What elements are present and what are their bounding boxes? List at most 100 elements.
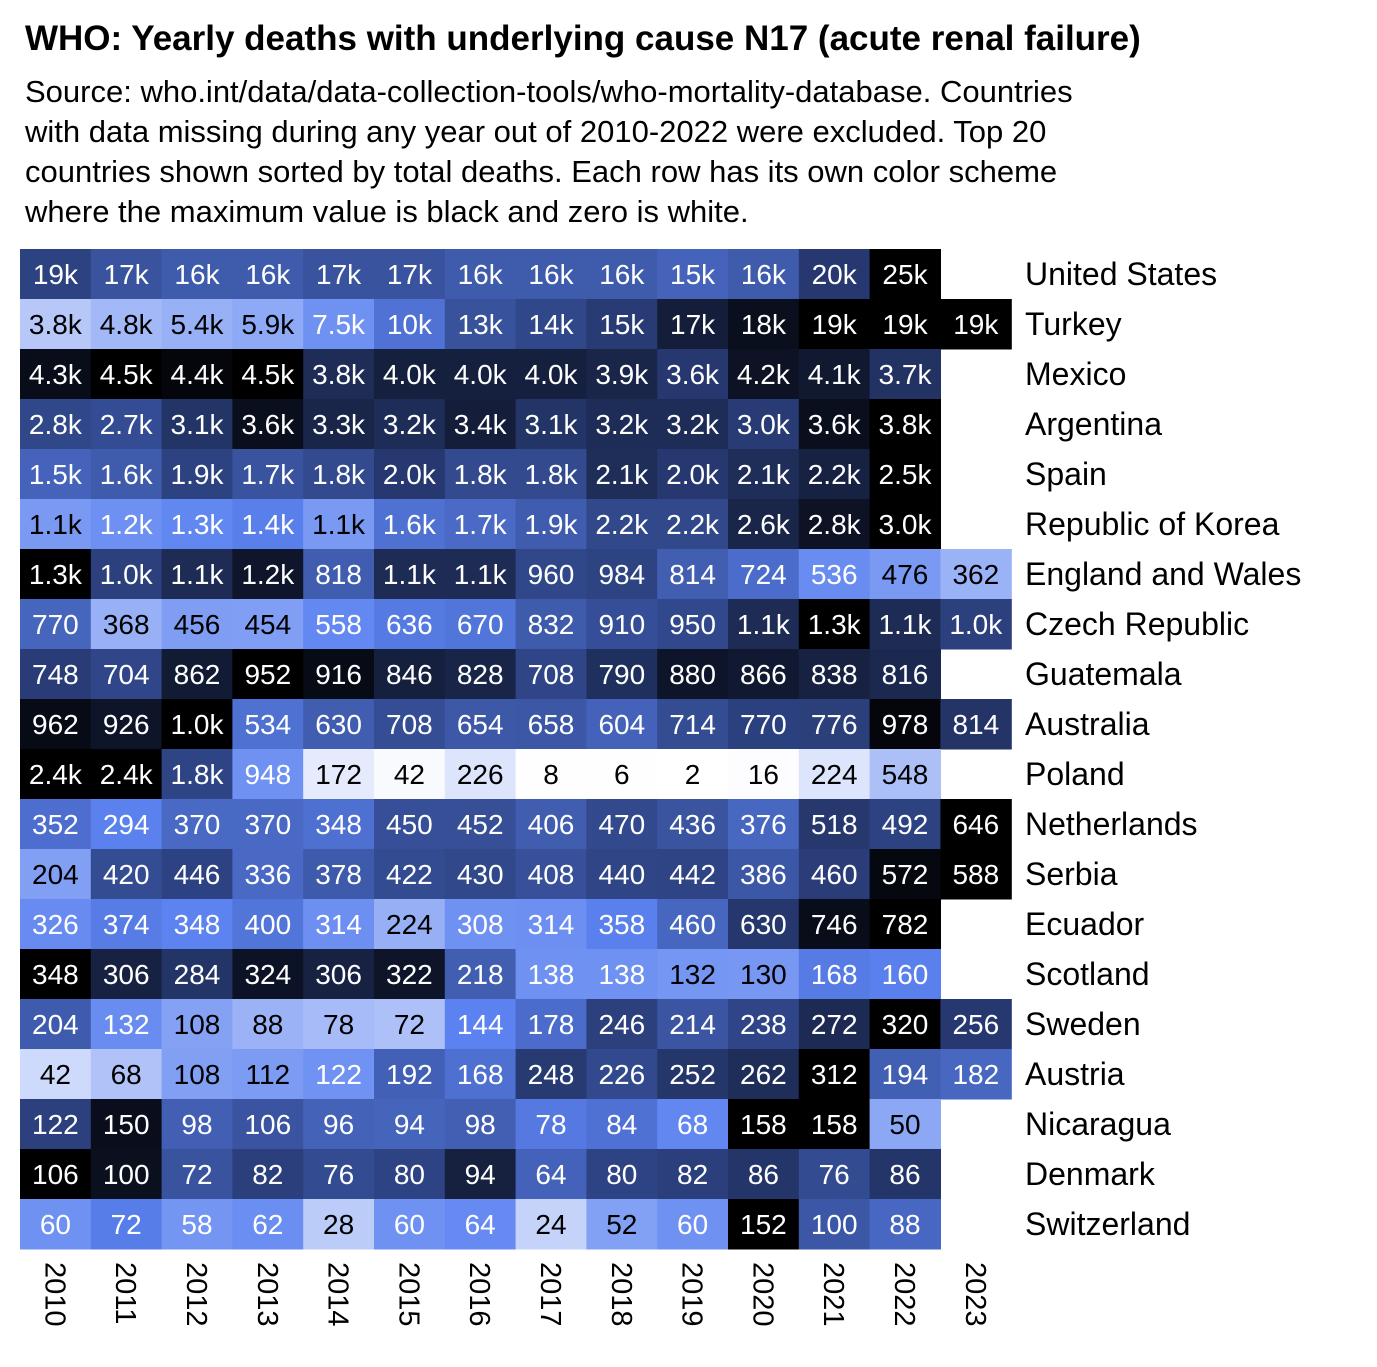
heatmap-cell	[869, 1149, 941, 1200]
row-label-country: Denmark	[1025, 1156, 1156, 1192]
cell-value-label: 218	[457, 959, 504, 990]
heatmap-cell	[161, 349, 233, 400]
heatmap-cell	[657, 249, 729, 300]
heatmap-cell	[232, 549, 304, 600]
cell-value-label: 320	[882, 1009, 929, 1040]
heatmap-cell	[728, 1099, 800, 1150]
row-label-country: Scotland	[1025, 956, 1150, 992]
cell-value-label: 746	[811, 909, 858, 940]
cell-value-label: 19k	[812, 309, 858, 340]
chart-title: WHO: Yearly deaths with underlying cause…	[25, 19, 1141, 58]
heatmap-cell	[20, 999, 92, 1050]
heatmap-cell	[232, 949, 304, 1000]
cell-value-label: 20k	[812, 259, 858, 290]
cell-value-label: 182	[952, 1059, 999, 1090]
cell-value-label: 106	[244, 1109, 291, 1140]
heatmap-cell	[303, 1199, 375, 1250]
row-label-country: Australia	[1025, 706, 1150, 742]
cell-value-label: 58	[181, 1209, 212, 1240]
heatmap-cell	[728, 899, 800, 950]
heatmap-cell	[515, 1149, 587, 1200]
heatmap-cell	[161, 849, 233, 900]
cell-value-label: 1.8k	[171, 759, 225, 790]
cell-value-label: 306	[315, 959, 362, 990]
cell-value-label: 13k	[458, 309, 504, 340]
heatmap-cell	[515, 299, 587, 350]
heatmap-cell	[869, 899, 941, 950]
cell-value-label: 168	[811, 959, 858, 990]
heatmap-cell	[657, 299, 729, 350]
cell-value-label: 4.2k	[737, 359, 791, 390]
cell-value-label: 2.2k	[666, 509, 720, 540]
cell-value-label: 518	[811, 809, 858, 840]
heatmap-cell	[374, 549, 446, 600]
cell-value-label: 630	[315, 709, 362, 740]
cell-value-label: 17k	[670, 309, 716, 340]
heatmap-cell	[515, 349, 587, 400]
heatmap-cell	[515, 1049, 587, 1100]
cell-value-label: 82	[677, 1159, 708, 1190]
cell-value-label: 558	[315, 609, 362, 640]
cell-value-label: 370	[244, 809, 291, 840]
heatmap-cell	[940, 699, 1012, 750]
heatmap-cell	[586, 1199, 658, 1250]
cell-value-label: 98	[181, 1109, 212, 1140]
heatmap-cell	[586, 1049, 658, 1100]
heatmap-cell	[444, 249, 517, 300]
cell-value-label: 16	[748, 759, 779, 790]
heatmap-cell	[798, 849, 871, 900]
cell-value-label: 1.9k	[171, 459, 225, 490]
cell-value-label: 460	[811, 859, 858, 890]
heatmap-cell	[869, 599, 941, 650]
heatmap-cell	[20, 399, 92, 450]
cell-value-label: 1.3k	[29, 559, 83, 590]
row-label-country: Switzerland	[1025, 1206, 1190, 1242]
cell-value-label: 84	[606, 1109, 637, 1140]
cell-value-label: 790	[598, 659, 645, 690]
cell-value-label: 16k	[245, 259, 291, 290]
cell-value-label: 3.0k	[879, 509, 933, 540]
heatmap-cell	[232, 399, 304, 450]
heatmap-cell	[232, 1099, 304, 1150]
heatmap-cell	[161, 649, 233, 700]
cell-value-label: 336	[244, 859, 291, 890]
cell-value-label: 984	[598, 559, 645, 590]
cell-value-label: 60	[677, 1209, 708, 1240]
cell-value-label: 4.0k	[383, 359, 437, 390]
cell-value-label: 1.6k	[383, 509, 437, 540]
heatmap-cell	[444, 449, 517, 500]
cell-value-label: 926	[103, 709, 150, 740]
heatmap-cell	[940, 999, 1012, 1050]
cell-value-label: 19k	[953, 309, 999, 340]
heatmap-cell	[657, 849, 729, 900]
column-label-year: 2019	[676, 1262, 708, 1327]
heatmap-cell	[232, 849, 304, 900]
heatmap-cell	[444, 399, 517, 450]
cell-value-label: 1.1k	[383, 559, 437, 590]
cell-value-label: 19k	[33, 259, 79, 290]
cell-value-label: 348	[315, 809, 362, 840]
cell-value-label: 132	[669, 959, 716, 990]
cell-value-label: 422	[386, 859, 433, 890]
cell-value-label: 1.0k	[171, 709, 225, 740]
cell-value-label: 6	[614, 759, 630, 790]
heatmap-cells: 19k 17k 16k 16k 17k 17k 16k 16k 16k 15k 16k 20k 25k 3…	[20, 249, 1012, 1250]
cell-value-label: 420	[103, 859, 150, 890]
cell-value-label: 1.1k	[737, 609, 791, 640]
row-label-country: Guatemala	[1025, 656, 1182, 692]
cell-value-label: 160	[882, 959, 929, 990]
heatmap-cell	[444, 999, 517, 1050]
heatmap-cell	[444, 1049, 517, 1100]
cell-value-label: 828	[457, 659, 504, 690]
heatmap-cell	[657, 999, 729, 1050]
heatmap-cell	[161, 599, 233, 650]
cell-value-label: 64	[465, 1209, 496, 1240]
cell-value-label: 112	[245, 1059, 290, 1090]
cell-value-label: 348	[174, 909, 221, 940]
cell-value-label: 776	[811, 709, 858, 740]
cell-value-label: 19k	[882, 309, 928, 340]
cell-value-label: 1.1k	[454, 559, 508, 590]
heatmap-cell	[232, 699, 304, 750]
heatmap-cell	[161, 1149, 233, 1200]
cell-value-label: 168	[457, 1059, 504, 1090]
